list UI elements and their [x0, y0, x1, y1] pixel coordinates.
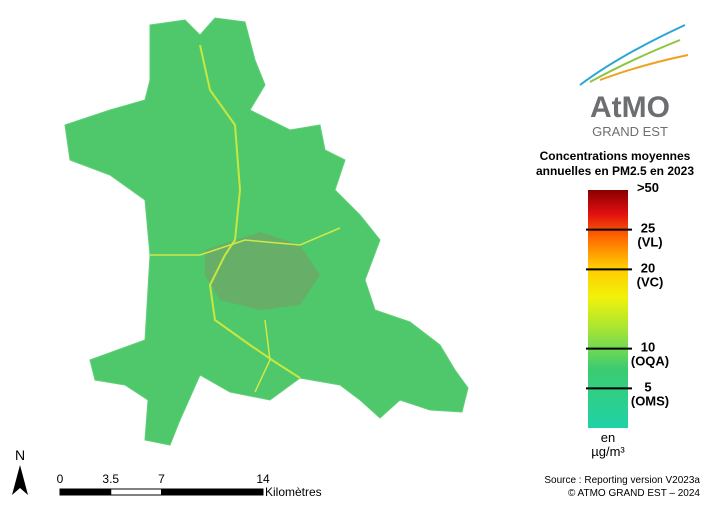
- legend-tick-code: (VC): [637, 274, 664, 289]
- scale-segment: [59, 488, 112, 496]
- north-label: N: [15, 447, 25, 463]
- legend-unit: en: [601, 430, 615, 445]
- color-bar: [588, 190, 628, 428]
- legend-tick-code: (OMS): [631, 393, 669, 408]
- logo-region: GRAND EST: [592, 124, 668, 139]
- north-arrow: [12, 465, 28, 495]
- source: © ATMO GRAND EST – 2024: [568, 488, 700, 499]
- legend-tick-label: 5: [644, 379, 651, 394]
- legend-tick-label: 20: [641, 260, 655, 275]
- legend-title: annuelles en PM2.5 en 2023: [536, 164, 694, 178]
- scale-unit: Kilomètres: [265, 485, 322, 499]
- legend-unit: µg/m³: [591, 444, 625, 459]
- legend-title: Concentrations moyennes: [540, 149, 691, 163]
- legend-tick-code: (VL): [637, 235, 662, 250]
- logo: AtMO GRAND EST: [579, 24, 689, 139]
- legend-top-label: >50: [637, 180, 659, 195]
- scale-tick-label: 0: [57, 472, 64, 486]
- scale-tick-label: 7: [158, 472, 165, 486]
- legend-tick-code: (OQA): [631, 354, 669, 369]
- logo-name: AtMO: [590, 91, 670, 124]
- legend-tick-label: 25: [641, 221, 655, 236]
- scale-tick-label: 3.5: [102, 472, 119, 486]
- scale-tick-label: 14: [256, 472, 270, 486]
- legend-tick-label: 10: [641, 340, 655, 355]
- scale-segment: [110, 488, 162, 496]
- source: Source : Reporting version V2023a: [544, 475, 700, 486]
- map: [64, 17, 469, 446]
- scale-segment: [161, 488, 264, 496]
